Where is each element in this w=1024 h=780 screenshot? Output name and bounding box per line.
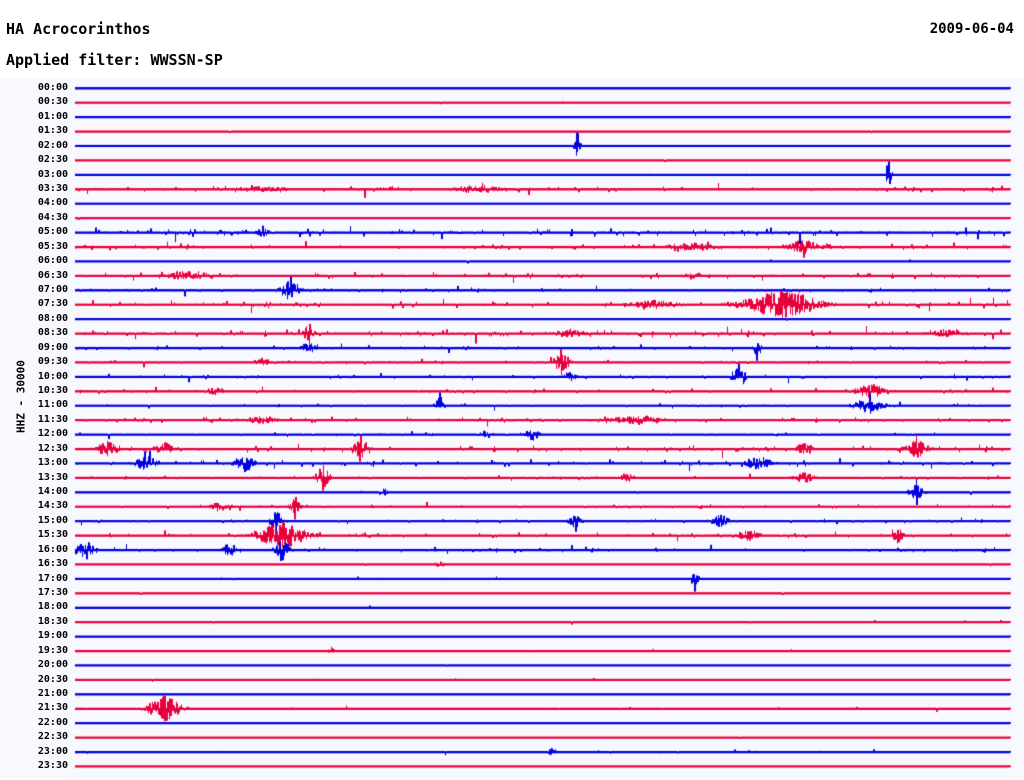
time-tick-label: 16:30 [37,558,68,570]
time-tick-label: 19:00 [37,630,68,642]
time-tick-label: 19:30 [37,644,68,656]
time-tick-label: 03:30 [37,183,68,194]
time-tick-label: 14:30 [37,500,68,512]
time-tick-label: 18:00 [37,601,68,613]
time-tick-label: 06:00 [37,255,68,267]
time-tick-label: 01:00 [37,110,68,122]
time-tick-label: 02:30 [37,154,68,166]
time-tick-label: 07:00 [37,284,68,296]
time-tick-label: 23:30 [37,760,68,772]
time-tick-label: 21:30 [37,702,68,714]
time-tick-label: 12:30 [37,442,68,454]
time-tick-label: 12:00 [37,428,68,440]
time-tick-label: 09:30 [37,356,68,368]
time-tick-label: 01:30 [37,125,68,137]
time-tick-label: 05:00 [37,226,68,238]
time-tick-label: 23:00 [37,745,68,757]
time-tick-label: 10:00 [37,370,68,382]
time-tick-label: 02:00 [37,139,68,151]
time-tick-label: 17:30 [37,587,68,599]
time-tick-label: 17:00 [37,572,68,584]
time-tick-label: 00:00 [37,82,68,93]
time-tick-label: 15:30 [37,529,68,541]
record-date: 2009-06-04 [929,21,1014,37]
time-tick-label: 08:30 [37,327,68,339]
time-tick-label: 13:00 [37,457,68,469]
time-tick-label: 20:00 [37,659,68,671]
time-tick-label: 11:30 [37,413,68,425]
time-tick-label: 13:30 [37,471,68,483]
seismogram-canvas [0,78,1024,778]
time-tick-label: 22:00 [37,716,68,728]
time-tick-label: 07:30 [37,298,68,310]
time-tick-label: 14:00 [37,486,68,498]
time-tick-label: 08:00 [37,312,68,324]
time-tick-label: 00:30 [37,96,68,108]
time-tick-label: 04:30 [37,211,68,223]
applied-filter-label: Applied filter: WWSSN-SP [6,51,223,69]
time-tick-label: 15:00 [37,514,68,526]
station-title: HA Acrocorinthos [6,20,151,38]
time-tick-label: 03:00 [37,168,68,180]
time-tick-label: 11:00 [37,399,68,411]
time-tick-label: 10:30 [37,385,68,397]
time-tick-label: 20:30 [37,673,68,685]
time-axis-ticks: 00:00 00:30 01:00 01:30 02:00 02:30 03:00 03:30… [0,78,68,778]
time-tick-label: 18:30 [37,615,68,627]
time-tick-label: 04:00 [37,197,68,209]
time-tick-label: 21:00 [37,688,68,700]
time-tick-label: 16:00 [37,543,68,555]
time-tick-label: 22:30 [37,731,68,743]
time-tick-label: 09:00 [37,341,68,353]
seismogram-plot [0,78,1024,778]
time-tick-label: 06:30 [37,269,68,281]
time-tick-label: 05:30 [37,240,68,252]
